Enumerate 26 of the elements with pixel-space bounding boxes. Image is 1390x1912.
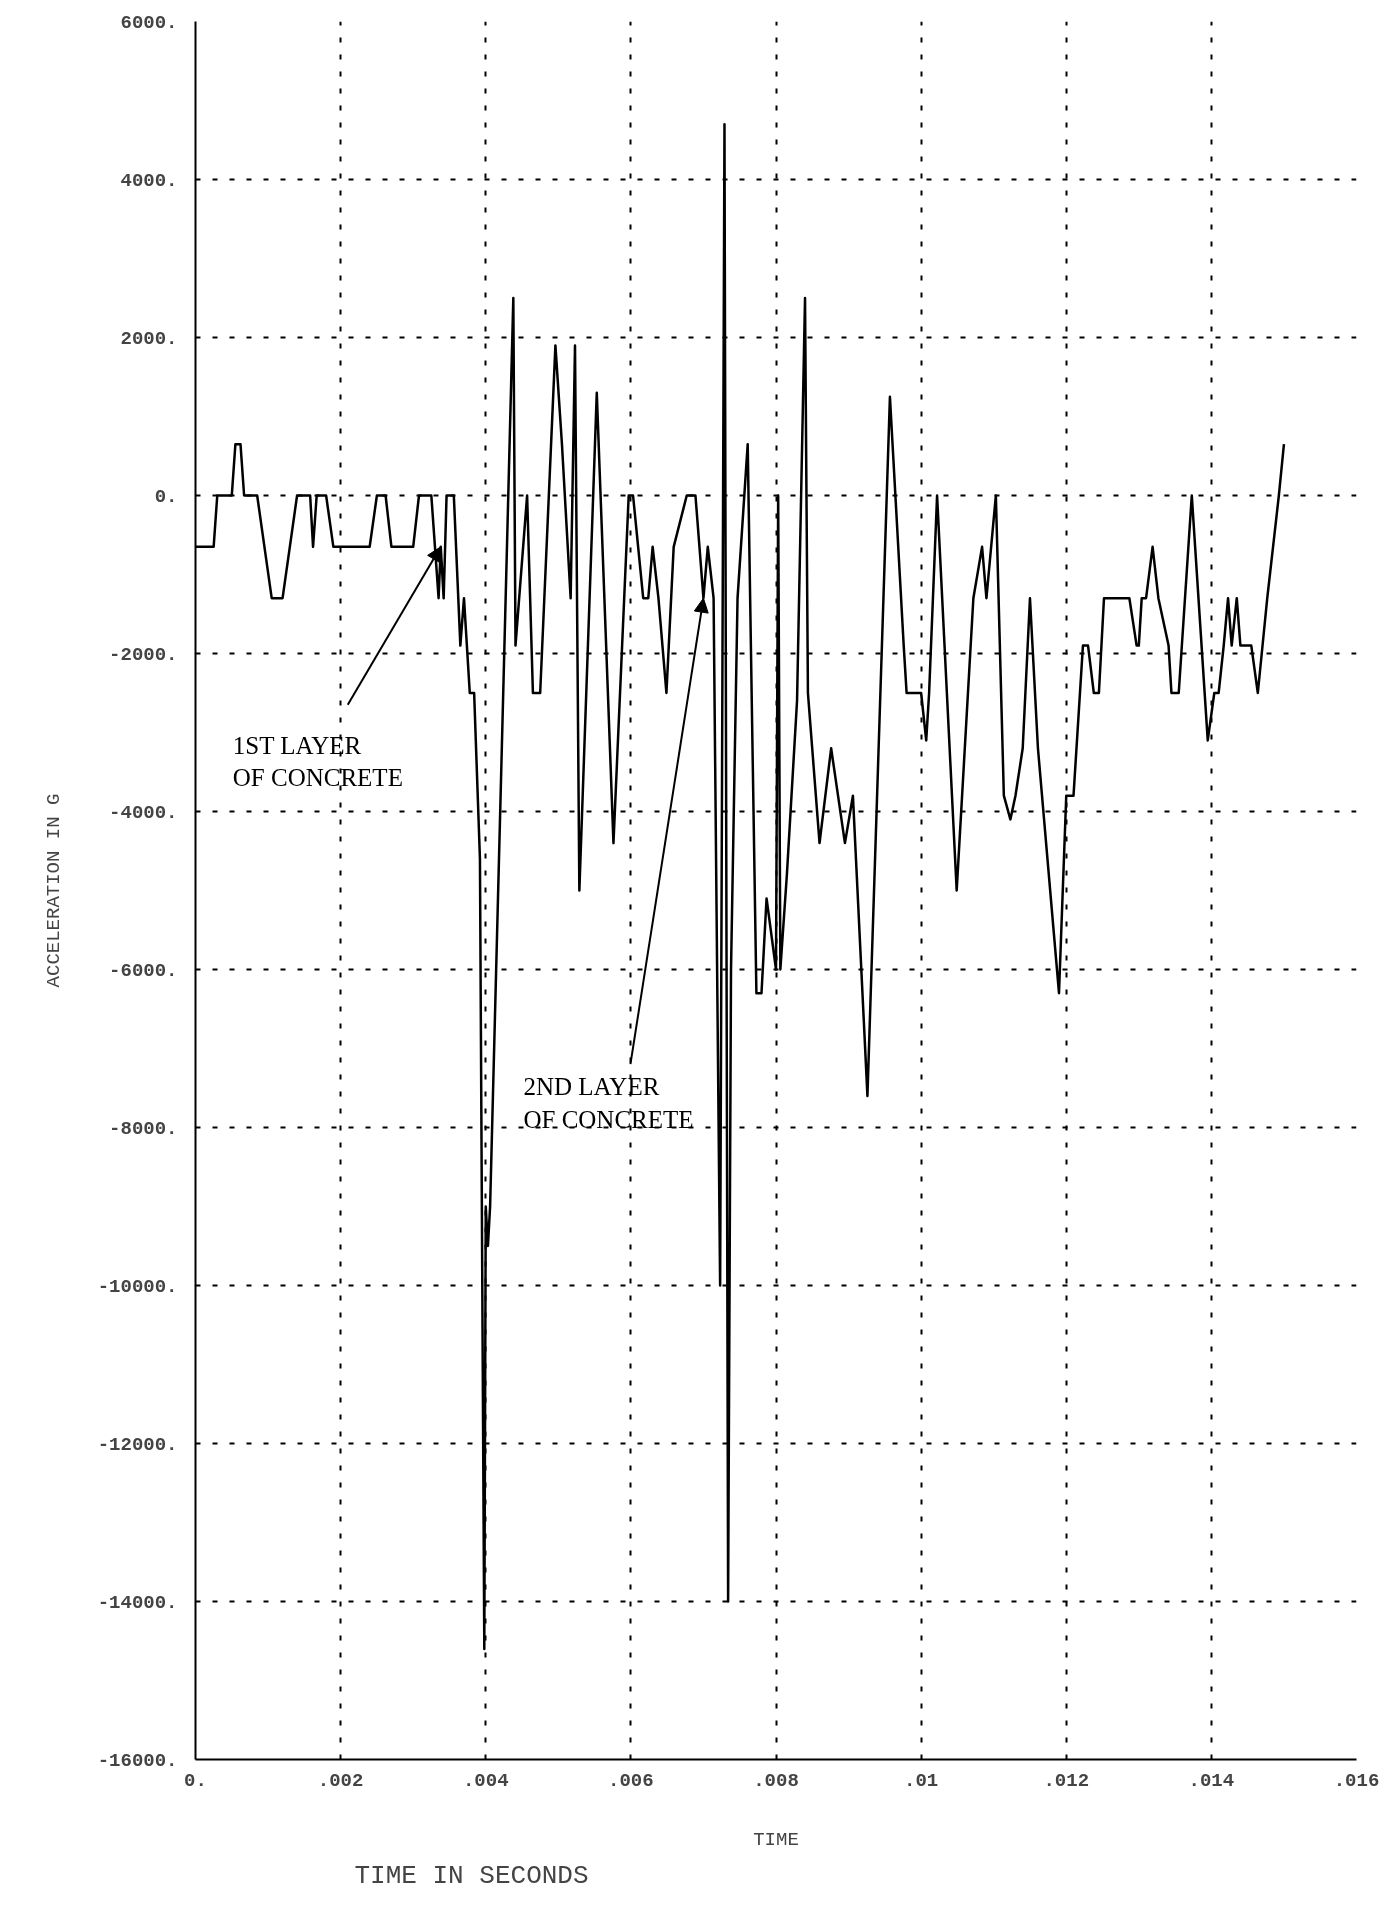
x-tick-label: .01 [904, 1769, 939, 1792]
x-axis-title: TIME [753, 1828, 799, 1851]
annotation: 1ST LAYER OF CONCRETE [232, 731, 403, 792]
x-tick-label: .012 [1043, 1769, 1090, 1792]
x-tick-label: .002 [317, 1769, 364, 1792]
y-tick-label: -8000. [109, 1117, 178, 1140]
y-tick-label: -12000. [97, 1433, 178, 1456]
x-tick-label: .004 [462, 1769, 509, 1792]
y-tick-label: -10000. [97, 1275, 178, 1298]
x-tick-label: .006 [608, 1769, 654, 1792]
y-tick-label: -14000. [97, 1591, 178, 1614]
annotation: 2ND LAYER OF CONCRETE [523, 1073, 694, 1133]
y-tick-label: -6000. [109, 959, 178, 982]
y-tick-label: -16000. [97, 1749, 178, 1772]
y-tick-label: 4000. [120, 169, 178, 192]
x-tick-label: .016 [1333, 1769, 1380, 1792]
x-tick-label: 0. [184, 1769, 207, 1792]
x-tick-label: .014 [1188, 1769, 1235, 1792]
y-tick-label: 0. [154, 485, 178, 508]
y-tick-label: -4000. [109, 801, 178, 824]
x-tick-label: .008 [753, 1769, 799, 1792]
y-tick-label: -2000. [109, 643, 178, 666]
text: TIME IN SECONDS [354, 1860, 589, 1891]
y-axis-title: ACCELERATION IN G [42, 793, 65, 988]
y-tick-label: 6000. [120, 11, 178, 34]
y-tick-label: 2000. [120, 327, 178, 350]
